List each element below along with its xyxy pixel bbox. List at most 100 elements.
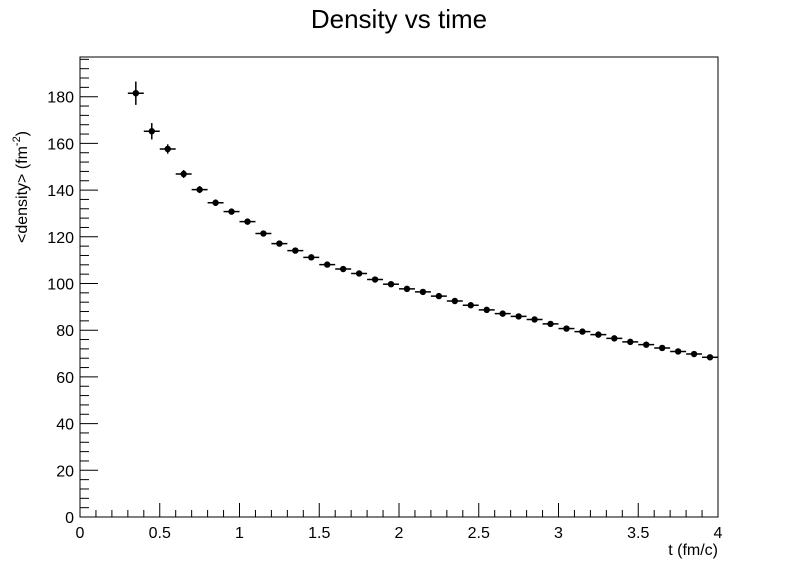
data-point <box>462 302 479 309</box>
x-tick-label: 0.5 <box>149 525 171 542</box>
x-tick-label: 3 <box>554 525 563 542</box>
y-tick-label: 180 <box>47 90 74 107</box>
y-tick-label: 100 <box>47 276 74 293</box>
point-marker <box>339 265 347 273</box>
point-marker <box>276 240 283 247</box>
y-tick-label: 120 <box>47 230 74 247</box>
data-point <box>143 123 160 140</box>
point-marker <box>579 328 586 335</box>
data-point <box>414 288 431 296</box>
point-marker <box>180 170 187 178</box>
data-point <box>399 285 415 293</box>
data-point <box>686 350 703 358</box>
data-point <box>702 354 718 361</box>
data-point <box>606 335 623 342</box>
point-marker <box>387 280 395 288</box>
x-tick-label: 1.5 <box>308 525 330 542</box>
y-axis-label: <density> (fm-2) <box>11 131 31 243</box>
data-point <box>159 144 176 154</box>
data-point <box>510 313 527 320</box>
data-point <box>191 186 208 194</box>
point-marker <box>419 288 427 296</box>
data-point <box>383 280 399 288</box>
y-tick-label: 60 <box>56 370 74 387</box>
y-axis-label-close: ) <box>14 131 31 136</box>
x-tick-label: 2 <box>395 525 404 542</box>
data-point <box>574 328 591 335</box>
data-point <box>367 276 384 283</box>
y-tick-label: 80 <box>56 323 74 340</box>
data-point <box>446 297 463 305</box>
point-marker <box>674 348 682 355</box>
x-axis-label: t (fm/c) <box>668 542 718 559</box>
point-marker <box>132 89 140 97</box>
y-tick-label: 40 <box>56 417 74 434</box>
data-point <box>590 331 607 338</box>
data-point <box>558 325 575 332</box>
x-tick-label: 4 <box>714 525 723 542</box>
x-tick-label: 2.5 <box>468 525 490 542</box>
data-point <box>542 320 559 328</box>
y-tick-label: 20 <box>56 463 74 480</box>
y-tick-label: 0 <box>65 510 74 527</box>
chart-title: Density vs time <box>311 4 487 34</box>
point-marker <box>371 276 379 283</box>
point-marker <box>483 306 490 314</box>
point-marker <box>435 292 443 300</box>
data-point <box>255 230 272 237</box>
point-marker <box>308 254 315 261</box>
point-marker <box>611 335 618 342</box>
data-point <box>319 261 336 268</box>
x-tick-label: 1 <box>235 525 244 542</box>
point-marker <box>563 325 570 332</box>
point-marker <box>244 218 251 225</box>
data-point <box>526 316 543 323</box>
data-point <box>351 270 368 277</box>
data-point <box>207 199 224 206</box>
point-marker <box>212 199 219 206</box>
data-point <box>430 292 447 300</box>
data-point <box>638 341 655 348</box>
point-marker <box>324 261 331 268</box>
point-marker <box>228 208 235 215</box>
y-tick-label: 140 <box>47 183 74 200</box>
y-axis-label-main: <density> (fm <box>14 146 31 243</box>
data-point <box>478 306 495 314</box>
plot-frame <box>79 56 719 518</box>
point-marker <box>515 313 522 320</box>
x-tick-label: 3.5 <box>627 525 649 542</box>
point-marker <box>658 344 666 352</box>
point-marker <box>403 285 411 293</box>
point-marker <box>595 331 602 338</box>
data-point <box>494 310 511 317</box>
point-marker <box>499 310 506 317</box>
y-axis-label-superscript: -2 <box>11 136 23 146</box>
y-tick-label: 160 <box>47 136 74 153</box>
point-marker <box>547 320 554 328</box>
point-marker <box>451 297 459 305</box>
data-point <box>239 218 256 225</box>
point-marker <box>355 270 363 277</box>
data-point <box>271 240 288 247</box>
data-point <box>622 338 639 346</box>
data-point <box>654 344 671 352</box>
point-marker <box>164 145 171 153</box>
point-marker <box>531 316 538 323</box>
x-axis: 0 0.5 1 1.5 2 2.5 3 3.5 4 <box>76 503 723 542</box>
point-marker <box>196 186 203 193</box>
point-marker <box>643 341 650 348</box>
point-marker <box>148 128 155 135</box>
data-point <box>303 254 320 261</box>
y-axis: 0 20 40 60 80 100 120 140 160 180 <box>47 58 98 527</box>
point-marker <box>467 302 474 309</box>
data-point <box>670 348 687 355</box>
data-point <box>335 265 352 273</box>
point-marker <box>292 247 299 254</box>
data-point <box>287 247 304 254</box>
x-tick-label: 0 <box>76 525 85 542</box>
data-point <box>175 170 192 178</box>
data-point <box>127 81 144 105</box>
point-marker <box>260 230 267 237</box>
data-points <box>127 81 718 361</box>
